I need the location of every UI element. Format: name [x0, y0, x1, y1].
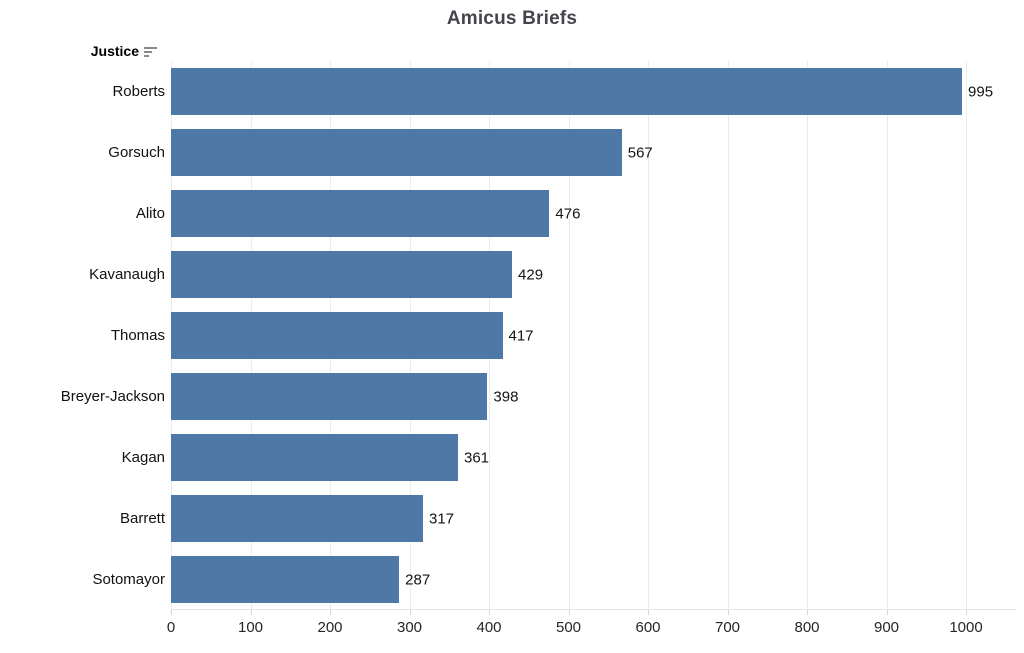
bar-row-roberts: Roberts 995	[0, 61, 1024, 122]
bar-track: 567	[171, 129, 1024, 176]
bar-barrett[interactable]	[171, 495, 423, 542]
row-label-thomas[interactable]: Thomas	[110, 327, 165, 344]
x-tick-mark	[807, 610, 808, 615]
x-tick-mark	[568, 610, 570, 615]
gridline	[568, 61, 570, 610]
bar-track: 417	[171, 312, 1024, 359]
bar-kagan[interactable]	[171, 434, 458, 481]
bar-value-alito: 476	[555, 205, 581, 222]
x-tick-mark	[171, 610, 172, 615]
bar-value-breyer-jackson: 398	[493, 388, 519, 405]
row-label-kavanaugh[interactable]: Kavanaugh	[89, 266, 165, 283]
bar-sotomayor[interactable]	[171, 556, 400, 603]
x-tick-mark	[966, 610, 967, 615]
row-label-kagan[interactable]: Kagan	[121, 449, 165, 466]
bar-track: 361	[171, 434, 1024, 481]
row-label-breyer-jackson[interactable]: Breyer-Jackson	[60, 388, 165, 405]
gridline	[807, 61, 808, 610]
bar-value-thomas: 417	[508, 327, 534, 344]
bar-kavanaugh[interactable]	[171, 251, 513, 298]
row-label-alito[interactable]: Alito	[135, 205, 165, 222]
x-tick-label: 800	[794, 619, 820, 636]
row-label-sotomayor[interactable]: Sotomayor	[92, 571, 165, 588]
bar-gorsuch[interactable]	[171, 129, 622, 176]
x-tick-label: 1000	[949, 619, 983, 636]
x-tick-mark	[330, 610, 331, 615]
bar-alito[interactable]	[171, 190, 550, 237]
bar-row-kagan: Kagan 361	[0, 427, 1024, 488]
bar-thomas[interactable]	[171, 312, 503, 359]
bar-roberts[interactable]	[171, 68, 963, 115]
bar-value-gorsuch: 567	[627, 144, 653, 161]
gridline	[886, 61, 888, 610]
bar-row-sotomayor: Sotomayor 287	[0, 549, 1024, 610]
bar-rows: Roberts 995 Gorsuch 567 Alito 476 Kavanaugh 429…	[0, 61, 1024, 610]
row-field-label: Justice	[90, 42, 139, 59]
x-tick-label: 900	[873, 619, 900, 636]
x-tick-mark	[489, 610, 490, 615]
row-field-header[interactable]: Justice	[0, 42, 157, 59]
x-tick-label: 500	[555, 619, 582, 636]
bar-breyer-jackson[interactable]	[171, 373, 488, 420]
x-tick-label: 700	[714, 619, 741, 636]
bar-value-sotomayor: 287	[405, 571, 431, 588]
x-tick-label: 600	[635, 619, 661, 636]
gridline	[966, 61, 967, 610]
x-tick-mark	[409, 610, 411, 615]
x-tick-mark	[727, 610, 729, 615]
row-label-barrett[interactable]: Barrett	[119, 510, 165, 527]
x-tick-label: 100	[237, 619, 264, 636]
gridline	[648, 61, 649, 610]
x-tick-label: 300	[396, 619, 423, 636]
bar-track: 317	[171, 495, 1024, 542]
bar-value-kagan: 361	[463, 449, 490, 466]
bar-value-roberts: 995	[968, 83, 994, 100]
bar-track: 476	[171, 190, 1024, 237]
sort-descending-icon[interactable]	[144, 44, 157, 57]
x-tick-label: 200	[317, 619, 343, 636]
row-label-roberts[interactable]: Roberts	[112, 83, 165, 100]
x-tick-label: 400	[476, 619, 502, 636]
bar-value-barrett: 317	[429, 510, 455, 527]
bar-row-barrett: Barrett 317	[0, 488, 1024, 549]
bar-row-thomas: Thomas 417	[0, 305, 1024, 366]
x-tick-mark	[648, 610, 649, 615]
x-tick-label: 0	[166, 619, 176, 636]
bar-track: 995	[171, 68, 1024, 115]
bar-track: 287	[171, 556, 1024, 603]
bar-row-alito: Alito 476	[0, 183, 1024, 244]
bar-track: 398	[171, 373, 1024, 420]
bar-row-breyer-jackson: Breyer-Jackson 398	[0, 366, 1024, 427]
chart-title: Amicus Briefs	[446, 8, 578, 29]
row-label-gorsuch[interactable]: Gorsuch	[108, 144, 165, 161]
x-tick-mark	[250, 610, 252, 615]
bar-value-kavanaugh: 429	[518, 266, 544, 283]
bar-row-kavanaugh: Kavanaugh 429	[0, 244, 1024, 305]
bar-row-gorsuch: Gorsuch 567	[0, 122, 1024, 183]
gridline	[727, 61, 729, 610]
x-tick-mark	[886, 610, 888, 615]
bar-track: 429	[171, 251, 1024, 298]
